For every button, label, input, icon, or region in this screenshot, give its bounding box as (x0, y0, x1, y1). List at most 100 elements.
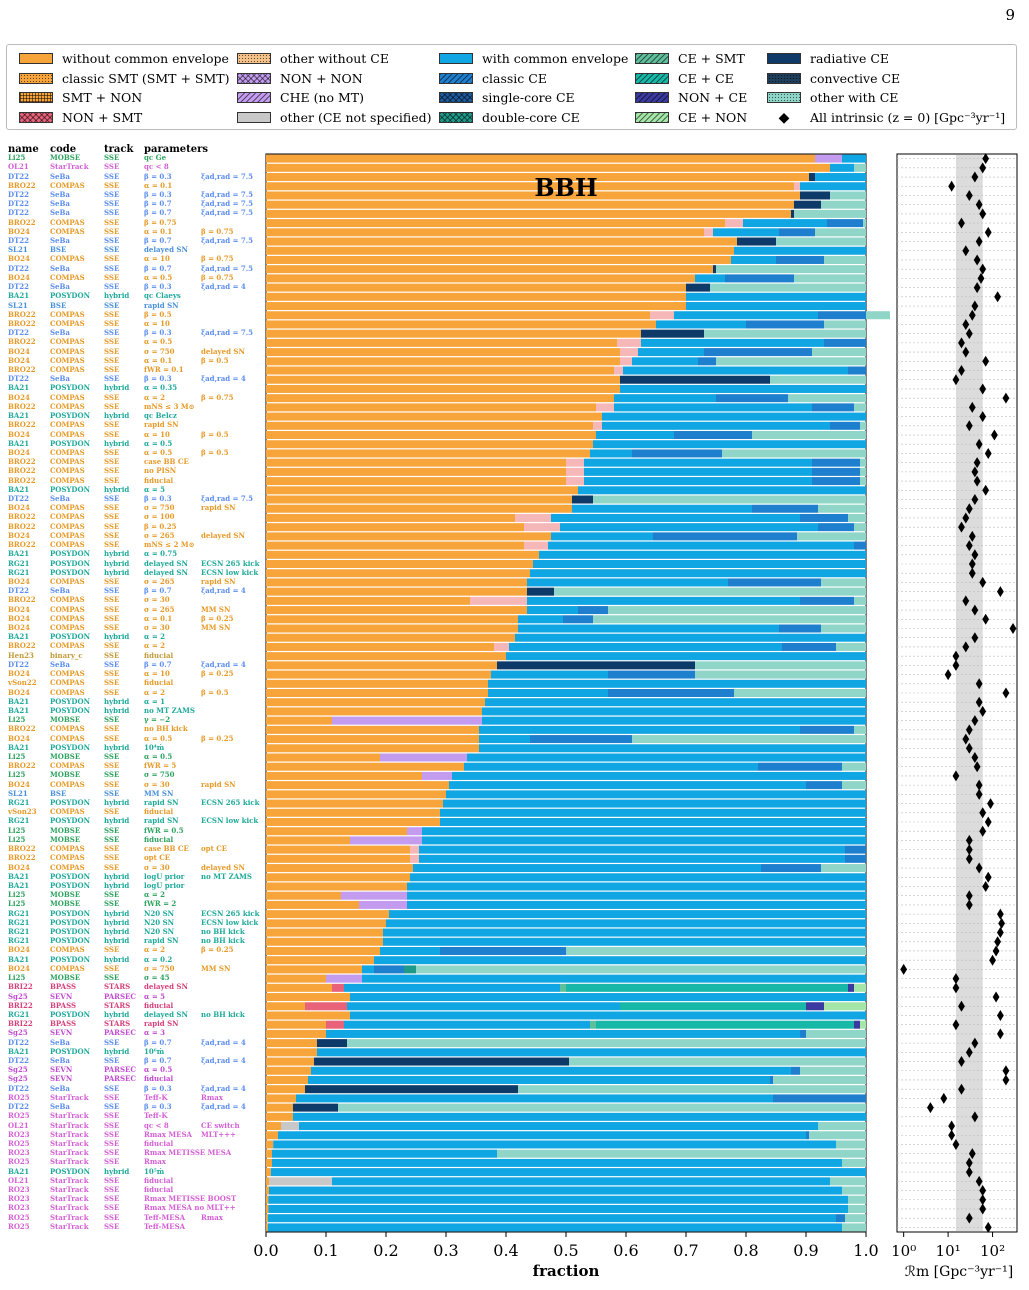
row-param-2: ξad,rad = 7.5 (201, 328, 254, 338)
bar-segment (491, 670, 608, 679)
rate-diamond (971, 300, 979, 312)
bar-segment (533, 560, 866, 569)
rate-diamond (992, 945, 1000, 957)
row-code: COMPAS (50, 613, 85, 623)
row-track: SSE (104, 825, 120, 835)
row-name: Sg25 (8, 1074, 28, 1084)
x-tick-label: 0.2 (373, 1241, 398, 1260)
bar-segment (620, 384, 866, 393)
bar-segment (266, 1177, 269, 1186)
bar-segment (752, 431, 866, 440)
bar-segment (266, 670, 491, 679)
row-param-1: β = 0.3 (144, 1083, 172, 1093)
bar-segment (860, 477, 866, 486)
rate-diamond (982, 355, 990, 367)
row-name: RO23 (8, 1203, 30, 1213)
bar-segment (266, 642, 494, 651)
bar-segment (266, 910, 389, 919)
rate-diamond (992, 991, 1000, 1003)
bar-segment (440, 817, 866, 826)
row-track: SSE (104, 337, 120, 347)
row-code: COMPAS (50, 862, 85, 872)
bar-segment (695, 661, 866, 670)
row-name: RG21 (8, 927, 30, 937)
row-param-1: α = 5 (144, 484, 165, 494)
bar-segment (440, 808, 866, 817)
row-name: BO24 (8, 963, 30, 973)
row-name: RO25 (8, 1092, 30, 1102)
rate-diamond (952, 1019, 960, 1031)
row-param-1: β = 0.3 (144, 282, 172, 292)
bar-segment (566, 946, 866, 955)
bar-segment (704, 228, 713, 237)
bar-segment (497, 1149, 866, 1158)
x-axis-label: fraction (533, 1262, 600, 1280)
row-track: SSE (104, 779, 120, 789)
row-param-1: σ = 750 (144, 503, 175, 513)
bar-segment (830, 191, 866, 200)
row-code: MOBSE (50, 899, 81, 909)
row-param-1: rapid SN (144, 300, 179, 310)
legend-item: CE + CE (635, 71, 734, 86)
rate-diamond (1009, 623, 1017, 635)
bar-segment (266, 1158, 272, 1167)
rate-diamond (979, 825, 987, 837)
bar-segment (266, 1122, 281, 1131)
row-track: SSE (104, 374, 120, 384)
legend-swatch (767, 92, 801, 103)
bar-segment (848, 366, 866, 375)
row-code: COMPAS (50, 807, 85, 817)
bar-segment (848, 983, 854, 992)
row-track: SSE (104, 733, 120, 743)
rate-diamond (962, 245, 970, 257)
row-track: SSE (104, 1194, 120, 1204)
bar-segment (266, 946, 380, 955)
bar-segment (266, 587, 527, 596)
row-code: SEVN (50, 1074, 73, 1084)
bar-segment (266, 974, 326, 983)
bar-segment (593, 495, 866, 504)
row-param-1: opt CE (144, 853, 171, 863)
row-name: BRI22 (8, 1000, 33, 1010)
bar-segment (860, 1020, 866, 1029)
row-param-1: σ = 265 (144, 604, 175, 614)
bar-segment (338, 1103, 866, 1112)
row-param-2: β = 0.25 (201, 613, 234, 623)
row-name: BO24 (8, 669, 30, 679)
row-name: BA21 (8, 383, 30, 393)
bar-segment (590, 1020, 596, 1029)
row-param-1: Rmax (144, 1157, 166, 1167)
rate-diamond (1002, 687, 1010, 699)
row-track: hybrid (104, 1046, 130, 1056)
bar-segment (266, 1094, 296, 1103)
rate-diamond (965, 540, 973, 552)
row-param-2: ECSN low kick (201, 917, 259, 927)
rate-diamond (958, 1083, 965, 1095)
rate-diamond (975, 678, 983, 690)
row-name: Sg25 (8, 1028, 28, 1038)
bar-segment (488, 688, 608, 698)
bar-segment (266, 163, 830, 172)
rate-diamond (927, 1102, 934, 1114)
row-code: StarTrack (50, 1129, 89, 1139)
bar-segment (800, 596, 854, 605)
row-name: BA21 (8, 696, 30, 706)
rate-diamond (994, 936, 1002, 948)
row-param-1: α = 0.1 (144, 226, 173, 236)
bar-segment (266, 311, 650, 320)
bar-segment (410, 854, 419, 863)
bar-segment (422, 827, 866, 836)
row-param-2: Rmax (201, 1092, 223, 1102)
rate-diamond (948, 1129, 956, 1141)
row-name: BA21 (8, 1046, 30, 1056)
rate-diamond (965, 834, 973, 846)
row-code: COMPAS (50, 318, 85, 328)
row-param-1: α = 3 (144, 1028, 165, 1038)
row-name: OL21 (8, 1120, 29, 1130)
bar-segment (716, 265, 866, 274)
bar-segment (266, 956, 374, 965)
rate-diamond (952, 982, 960, 994)
row-track: SSE (104, 521, 120, 531)
row-param-1: mNS ≤ 3 M⊙ (144, 401, 195, 411)
bar-segment (590, 449, 632, 458)
